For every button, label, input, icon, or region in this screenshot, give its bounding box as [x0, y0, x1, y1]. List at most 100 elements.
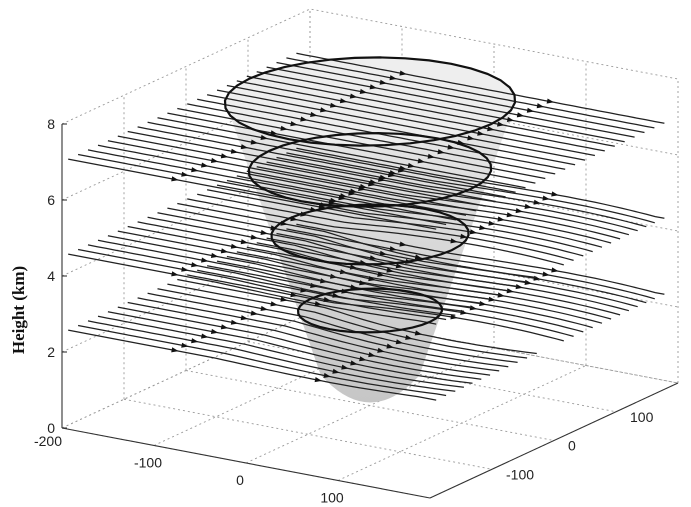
streamline [157, 117, 526, 189]
streamline [87, 149, 457, 221]
z-axis-label: Height (km) [9, 266, 28, 354]
stream-arrow [332, 368, 340, 374]
stream-arrow [515, 284, 523, 290]
streamline [87, 320, 456, 392]
stream-arrow [314, 301, 322, 307]
streamline [137, 221, 500, 296]
stream-arrow [359, 356, 367, 362]
stream-arrow [469, 305, 478, 311]
stream-arrow [359, 88, 368, 94]
stream-arrow [350, 360, 358, 366]
streamline [127, 130, 496, 203]
stream-arrow [240, 239, 248, 245]
streamline [87, 244, 456, 316]
stream-arrow [542, 195, 550, 201]
streamline [167, 112, 536, 184]
axes [61, 123, 679, 499]
stream-arrow [399, 70, 407, 76]
stream-arrow [460, 233, 468, 239]
stream-arrow [201, 162, 209, 168]
streamline [286, 57, 655, 129]
streamline [117, 135, 486, 207]
streamline [127, 301, 491, 376]
stream-arrow [506, 116, 515, 122]
stream-arrow [368, 181, 376, 187]
streamline [97, 315, 464, 388]
stream-arrow [397, 167, 406, 173]
x-tick-label: -200 [34, 433, 62, 449]
stream-arrow [328, 199, 336, 205]
streamline [187, 103, 556, 175]
streamline [187, 274, 564, 342]
stream-arrow [171, 271, 179, 277]
streamline [197, 98, 566, 170]
stream-arrow [181, 171, 189, 177]
streamline [77, 324, 447, 397]
streamline [236, 251, 612, 320]
stream-arrow [414, 254, 423, 260]
streamline [107, 140, 477, 212]
stream-arrow [339, 98, 348, 104]
stream-arrow [250, 310, 258, 316]
stream-arrow [270, 130, 278, 136]
stream-arrow [323, 296, 331, 302]
stream-arrow [395, 263, 404, 269]
stream-arrow [250, 234, 258, 240]
stream-arrow [479, 301, 487, 307]
stream-arrow [332, 292, 340, 298]
stream-arrow [220, 324, 229, 330]
stream-arrow [515, 208, 523, 214]
stream-arrow [230, 243, 239, 249]
streamline [147, 292, 509, 368]
funnel-rims [223, 56, 517, 334]
streamline [177, 107, 546, 180]
stream-arrow [533, 275, 541, 281]
stream-arrow [516, 112, 525, 118]
streamline [246, 75, 615, 147]
stream-arrow [230, 148, 239, 154]
stream-arrow [250, 139, 258, 145]
stream-arrow [300, 116, 308, 122]
stream-arrow [395, 339, 404, 345]
stream-arrow [290, 121, 298, 127]
stream-arrow [260, 134, 268, 140]
stream-arrow [506, 288, 514, 294]
streamline [236, 80, 605, 152]
stream-arrow [358, 185, 366, 191]
stream-arrow [469, 229, 478, 235]
stream-arrow [280, 296, 288, 302]
streamline [226, 179, 603, 248]
grid-line [61, 236, 679, 353]
streamline [256, 242, 630, 312]
stream-arrow [386, 267, 394, 273]
stream-arrow [368, 352, 376, 358]
streamline [167, 283, 528, 359]
stream-arrow [171, 176, 179, 182]
z-tick-label: 6 [47, 192, 55, 208]
stream-arrow [240, 144, 248, 150]
stream-arrow [349, 93, 358, 99]
y-tick-label: 0 [568, 438, 576, 454]
stream-arrow [260, 305, 268, 311]
x-tick-label: -100 [134, 455, 162, 471]
stream-arrow [338, 195, 346, 201]
stream-arrow [488, 296, 496, 302]
stream-arrow [477, 130, 485, 136]
stream-arrow [191, 167, 199, 173]
stream-arrow [386, 343, 394, 349]
streamline [296, 52, 665, 124]
z-tick-label: 2 [47, 344, 55, 360]
stream-arrow [387, 172, 396, 178]
stream-arrow [201, 257, 209, 263]
streamline-layers [68, 52, 665, 401]
stream-arrow [437, 149, 445, 155]
grid-line [61, 160, 679, 277]
stream-arrow [290, 292, 298, 298]
x-tick-label: 0 [236, 472, 244, 488]
streamline [226, 255, 603, 324]
grid-line [245, 347, 495, 464]
grid-line [61, 84, 679, 201]
streamline [97, 239, 464, 312]
